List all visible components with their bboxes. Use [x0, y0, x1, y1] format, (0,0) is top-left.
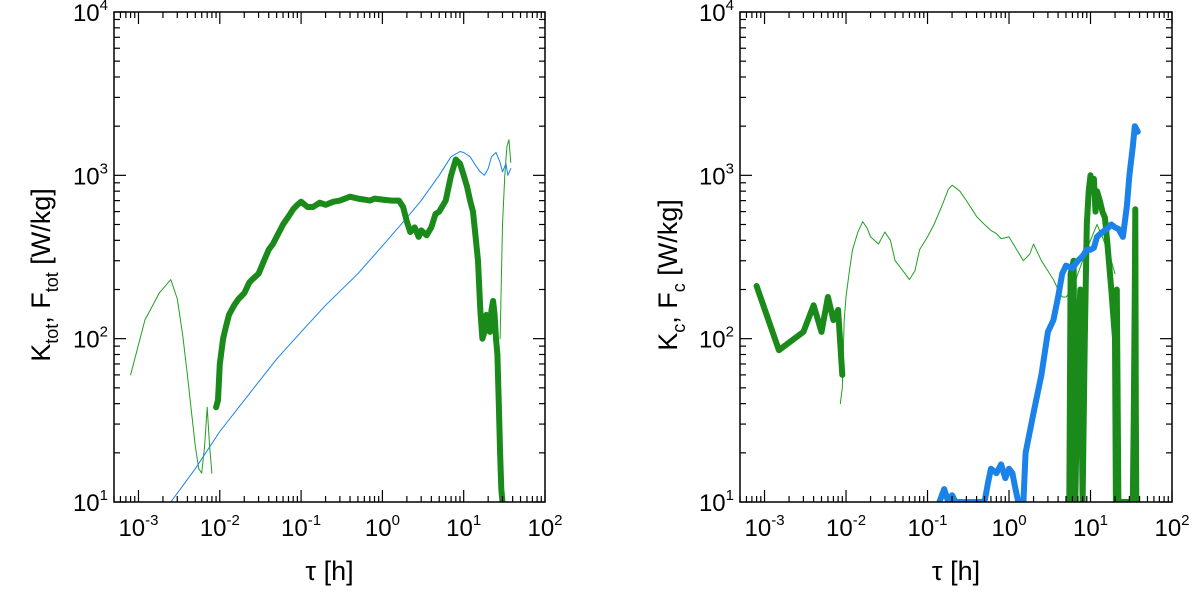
series-group [753, 123, 1141, 502]
series-group [130, 139, 512, 502]
plot-frame [739, 11, 1173, 503]
x-tick-label: 10-2 [200, 512, 240, 542]
plot-frame [113, 11, 546, 503]
y-tick-label: 102 [699, 324, 734, 354]
y-tick-label: 104 [73, 0, 108, 27]
series-line [170, 151, 512, 502]
y-tick-label: 103 [699, 160, 734, 190]
x-tick-label: 10-3 [118, 512, 158, 542]
x-tick-label: 10-1 [281, 512, 321, 542]
y-axis-title: Ktot, Ftot [W/kg] [26, 188, 62, 362]
x-tick-label: 100 [365, 512, 400, 542]
x-axis-title: τ [h] [305, 556, 353, 586]
panel-left: 10-3 10-2 10-1 100 101 102 101 102 103 104 τ [h] Kt… [26, 0, 563, 586]
x-tick-label: 10-2 [826, 512, 866, 542]
y-tick-label: 103 [73, 160, 108, 190]
series-line [130, 279, 213, 474]
y-tick-label: 104 [699, 0, 734, 27]
series-line [499, 139, 512, 340]
x-tick-label: 100 [991, 512, 1026, 542]
x-tick-label: 10-3 [745, 512, 785, 542]
x-tick-label: 10-1 [907, 512, 947, 542]
x-axis-title: τ [h] [932, 556, 980, 586]
x-tick-label: 102 [1154, 512, 1189, 542]
x-tick-label: 102 [527, 512, 562, 542]
x-tick-label: 101 [446, 512, 481, 542]
x-tick-label: 101 [1073, 512, 1108, 542]
series-line [753, 283, 846, 378]
y-tick-label: 101 [73, 487, 108, 517]
y-tick-label: 101 [699, 487, 734, 517]
series-line [1066, 172, 1140, 502]
series-line [213, 156, 506, 502]
series-line [936, 123, 1141, 502]
y-tick-label: 102 [73, 324, 108, 354]
y-axis-title: Kc, Fc [W/kg] [653, 199, 689, 351]
panel-right: 10-3 10-2 10-1 100 101 102 101 102 103 104 τ [h] Kc… [653, 0, 1190, 586]
